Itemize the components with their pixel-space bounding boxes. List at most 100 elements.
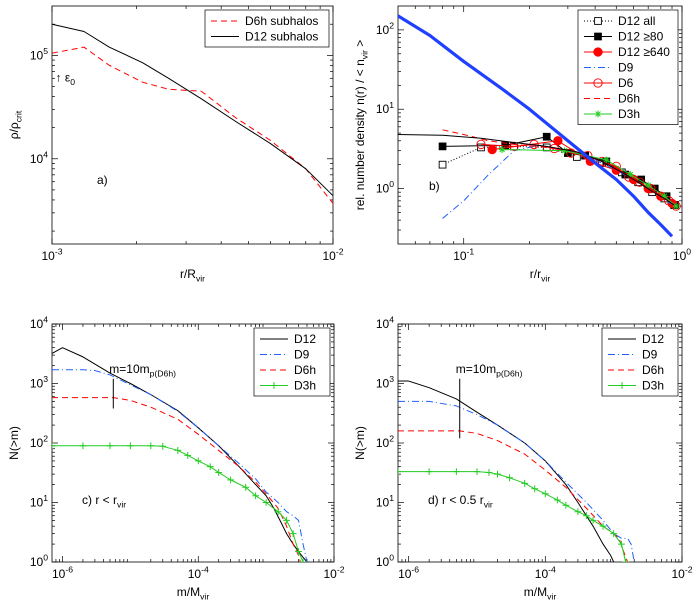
data-point xyxy=(610,530,618,538)
data-point xyxy=(476,139,486,150)
legend-label: D12 ≥640 xyxy=(618,45,670,59)
data-point xyxy=(147,442,155,450)
data-point xyxy=(398,468,402,476)
data-point xyxy=(79,442,87,450)
x-tick-label: 10-4 xyxy=(535,565,556,581)
panel-a: 10-3 10-2 104 105 r/Rvir ρ/ρcrit ↑ ε0 a) D6h sub… xyxy=(7,5,344,284)
data-point xyxy=(274,508,282,516)
y-tick-label: 100 xyxy=(376,553,394,569)
y-tick-label: 101 xyxy=(376,100,394,116)
legend-label: D3h xyxy=(618,107,640,121)
data-point xyxy=(574,508,582,516)
data-point xyxy=(531,485,539,493)
legend-label: D12 ≥80 xyxy=(618,30,664,44)
panel-c: 10-6 10-4 10-2 100 101 102 103 104 m/Mvir N(>m) m=… xyxy=(7,315,345,602)
legend-label: D6h xyxy=(618,92,640,106)
series-layer xyxy=(52,347,308,562)
annotation-text: m=10mp(D6h) xyxy=(109,362,176,379)
y-tick-label: 103 xyxy=(376,374,394,390)
y-tick-label: 101 xyxy=(30,493,48,509)
data-point xyxy=(106,442,114,450)
data-point xyxy=(184,451,192,459)
data-point xyxy=(506,474,513,482)
series-line-d9 xyxy=(52,369,308,562)
data-point xyxy=(602,156,610,164)
data-point xyxy=(553,496,561,504)
data-point xyxy=(487,144,497,155)
data-point xyxy=(438,142,447,151)
legend-label: D9 xyxy=(642,348,658,362)
data-point xyxy=(626,171,634,178)
legend-marker xyxy=(594,32,602,41)
legend-label: D6 xyxy=(618,76,634,90)
legend-marker xyxy=(618,382,626,389)
data-point xyxy=(561,147,569,155)
y-tick-label: 104 xyxy=(30,149,48,165)
annotation-text: ↑ ε0 xyxy=(56,70,76,87)
panel-label: b) xyxy=(429,179,440,193)
y-axis-label: N(>m) xyxy=(7,426,21,460)
data-point xyxy=(252,492,260,500)
legend-label: D6h subhalos xyxy=(245,14,318,28)
y-tick-label: 105 xyxy=(30,46,48,62)
data-point xyxy=(289,530,297,538)
data-point xyxy=(498,146,506,153)
legend-label: D3h xyxy=(642,379,664,393)
series-line-unlabeled-8 xyxy=(398,14,674,238)
y-tick-label: 104 xyxy=(376,315,394,331)
data-point xyxy=(599,522,607,530)
x-tick-label: 10-3 xyxy=(41,247,62,263)
y-tick-label: 101 xyxy=(376,493,394,509)
y-tick-label: 102 xyxy=(30,434,48,450)
x-tick-label: 10-6 xyxy=(52,565,73,581)
y-tick-label: 100 xyxy=(30,553,48,569)
legend-label: D6h xyxy=(294,363,316,377)
y-tick-label: 100 xyxy=(376,179,394,195)
series-line-d9 xyxy=(398,400,635,562)
y-tick-label: 104 xyxy=(30,315,48,331)
data-point xyxy=(227,476,235,484)
data-point xyxy=(622,558,630,562)
legend-marker xyxy=(593,47,603,57)
panel-label: c) r < rvir xyxy=(82,493,126,510)
data-point xyxy=(283,517,290,524)
x-tick-label: 10-6 xyxy=(398,565,419,581)
data-point xyxy=(646,183,656,194)
data-point xyxy=(299,558,307,562)
panel-b: 10-1 100 100 101 102 r/rvir rel. number densit… xyxy=(353,5,691,284)
data-point xyxy=(206,463,214,471)
data-point xyxy=(159,442,167,450)
data-point xyxy=(425,468,433,476)
legend-box xyxy=(204,9,330,48)
x-tick-label: 100 xyxy=(673,247,691,263)
data-point xyxy=(262,499,270,506)
legend-label: D3h xyxy=(294,379,316,393)
data-point xyxy=(521,479,529,487)
legend-label: D12 xyxy=(642,332,664,346)
data-point xyxy=(452,468,460,476)
x-tick-label: 10-4 xyxy=(188,565,209,581)
y-tick-label: 102 xyxy=(376,434,394,450)
x-tick-label: 10-2 xyxy=(671,565,692,581)
y-axis-label: rel. number density n(r) / < nvir > xyxy=(353,40,370,211)
data-point xyxy=(644,181,652,189)
data-point xyxy=(672,202,680,210)
series-line-d3h xyxy=(52,445,304,562)
series-layer xyxy=(398,380,635,562)
annotation-text: m=10mp(D6h) xyxy=(456,362,523,379)
data-point xyxy=(485,469,493,476)
plot-frame-b xyxy=(397,5,683,245)
data-point xyxy=(438,160,447,169)
legend-marker xyxy=(594,110,602,118)
data-point xyxy=(589,517,597,524)
legend-label: D12 all xyxy=(618,14,655,28)
y-tick-label: 103 xyxy=(30,374,48,390)
series-line-d12-subhalos xyxy=(52,23,333,197)
y-axis-label: ρ/ρcrit xyxy=(7,110,24,139)
data-point xyxy=(242,483,250,491)
data-point xyxy=(562,501,570,509)
data-point xyxy=(174,447,182,454)
x-tick-label: 10-1 xyxy=(453,247,474,263)
